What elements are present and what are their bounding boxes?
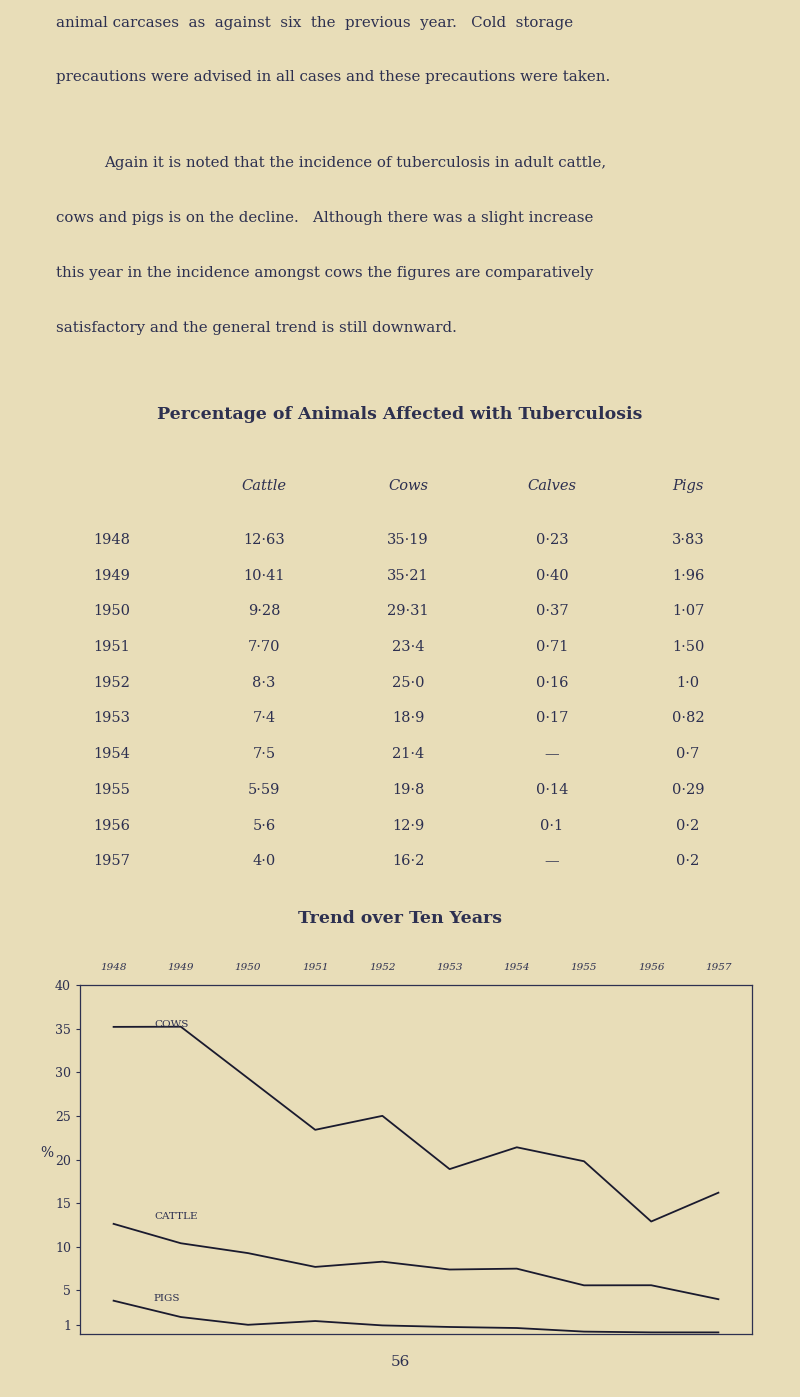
Text: 23·4: 23·4 <box>392 640 424 654</box>
Text: 25·0: 25·0 <box>392 676 424 690</box>
Text: 0·29: 0·29 <box>672 782 704 796</box>
Text: 29·31: 29·31 <box>387 605 429 619</box>
Text: 12·9: 12·9 <box>392 819 424 833</box>
Text: 1954: 1954 <box>503 963 530 972</box>
Text: 5·59: 5·59 <box>248 782 280 796</box>
Text: 1950: 1950 <box>94 605 130 619</box>
Text: 1948: 1948 <box>100 963 127 972</box>
Text: 0·17: 0·17 <box>536 711 568 725</box>
Text: 10·41: 10·41 <box>243 569 285 583</box>
Text: 1948: 1948 <box>94 534 130 548</box>
Text: —: — <box>545 854 559 868</box>
Text: 0·2: 0·2 <box>676 854 700 868</box>
Text: 1949: 1949 <box>167 963 194 972</box>
Text: 7·5: 7·5 <box>253 747 275 761</box>
Text: 0·71: 0·71 <box>536 640 568 654</box>
Text: 1·50: 1·50 <box>672 640 704 654</box>
Text: 1951: 1951 <box>94 640 130 654</box>
Text: 7·70: 7·70 <box>248 640 280 654</box>
Text: 1949: 1949 <box>94 569 130 583</box>
Text: 1950: 1950 <box>234 963 262 972</box>
Text: COWS: COWS <box>154 1020 188 1028</box>
Text: Percentage of Animals Affected with Tuberculosis: Percentage of Animals Affected with Tube… <box>158 407 642 423</box>
Text: 9·28: 9·28 <box>248 605 280 619</box>
Text: 1954: 1954 <box>94 747 130 761</box>
Text: cows and pigs is on the decline.   Although there was a slight increase: cows and pigs is on the decline. Althoug… <box>56 211 594 225</box>
Text: 3·83: 3·83 <box>672 534 704 548</box>
Text: 21·4: 21·4 <box>392 747 424 761</box>
Text: 18·9: 18·9 <box>392 711 424 725</box>
Text: 1957: 1957 <box>94 854 130 868</box>
Text: 1·0: 1·0 <box>677 676 699 690</box>
Text: 0·2: 0·2 <box>676 819 700 833</box>
Text: 0·37: 0·37 <box>536 605 568 619</box>
Text: 1952: 1952 <box>369 963 396 972</box>
Text: 0·40: 0·40 <box>536 569 568 583</box>
Text: PIGS: PIGS <box>154 1294 181 1303</box>
Text: Cattle: Cattle <box>242 479 286 493</box>
Text: 0·7: 0·7 <box>676 747 700 761</box>
Text: this year in the incidence amongst cows the figures are comparatively: this year in the incidence amongst cows … <box>56 265 594 279</box>
Text: 1957: 1957 <box>705 963 732 972</box>
Text: 35·19: 35·19 <box>387 534 429 548</box>
Text: 0·16: 0·16 <box>536 676 568 690</box>
Text: 5·6: 5·6 <box>252 819 276 833</box>
Text: 1953: 1953 <box>94 711 130 725</box>
Text: CATTLE: CATTLE <box>154 1211 198 1221</box>
Text: Cows: Cows <box>388 479 428 493</box>
Text: Trend over Ten Years: Trend over Ten Years <box>298 909 502 928</box>
Text: 1·07: 1·07 <box>672 605 704 619</box>
Text: 0·23: 0·23 <box>536 534 568 548</box>
Text: animal carcases  as  against  six  the  previous  year.   Cold  storage: animal carcases as against six the previ… <box>56 15 573 29</box>
Text: 35·21: 35·21 <box>387 569 429 583</box>
Text: Again it is noted that the incidence of tuberculosis in adult cattle,: Again it is noted that the incidence of … <box>104 156 606 170</box>
Text: 19·8: 19·8 <box>392 782 424 796</box>
Text: 0·1: 0·1 <box>541 819 563 833</box>
Text: 12·63: 12·63 <box>243 534 285 548</box>
Text: 7·4: 7·4 <box>253 711 275 725</box>
Text: 0·82: 0·82 <box>672 711 704 725</box>
Text: 0·14: 0·14 <box>536 782 568 796</box>
Text: precautions were advised in all cases and these precautions were taken.: precautions were advised in all cases an… <box>56 70 610 84</box>
Text: 1·96: 1·96 <box>672 569 704 583</box>
Text: 1956: 1956 <box>94 819 130 833</box>
Text: 4·0: 4·0 <box>252 854 276 868</box>
Text: 1951: 1951 <box>302 963 329 972</box>
Y-axis label: %: % <box>40 1146 54 1160</box>
Text: 1953: 1953 <box>436 963 463 972</box>
Text: 1955: 1955 <box>570 963 598 972</box>
Text: 16·2: 16·2 <box>392 854 424 868</box>
Text: 1952: 1952 <box>94 676 130 690</box>
Text: 1956: 1956 <box>638 963 665 972</box>
Text: —: — <box>545 747 559 761</box>
Text: 56: 56 <box>390 1355 410 1369</box>
Text: 8·3: 8·3 <box>252 676 276 690</box>
Text: 1955: 1955 <box>94 782 130 796</box>
Text: satisfactory and the general trend is still downward.: satisfactory and the general trend is st… <box>56 321 457 335</box>
Text: Pigs: Pigs <box>672 479 704 493</box>
Text: Calves: Calves <box>527 479 577 493</box>
